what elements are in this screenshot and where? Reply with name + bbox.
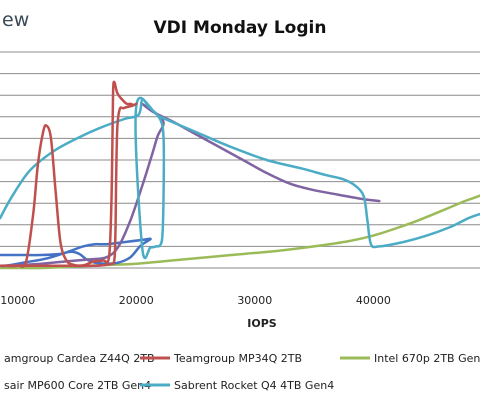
plot-area: 10000 20000 30000 40000 [0, 51, 480, 307]
x-axis-label: IOPS [247, 317, 277, 330]
x-tick-label: 30000 [237, 294, 272, 307]
series-line-1 [0, 80, 138, 268]
series-line-0 [0, 237, 152, 268]
series-line-3 [0, 102, 381, 268]
series-layer [0, 80, 480, 270]
gridlines [0, 51, 480, 247]
legend-label: sair MP600 Core 2TB Gen4 [4, 379, 151, 392]
x-tick-label: 40000 [356, 294, 391, 307]
legend-label: amgroup Cardea Z44Q 2TB [4, 352, 155, 365]
legend-label: Sabrent Rocket Q4 4TB Gen4 [174, 379, 334, 392]
series-line-4 [0, 96, 480, 260]
brand-fragment: ew [2, 9, 29, 31]
x-tick-labels: 10000 20000 30000 40000 [0, 294, 391, 307]
x-tick-label: 20000 [119, 294, 154, 307]
chart-title: VDI Monday Login [154, 18, 327, 38]
legend: amgroup Cardea Z44Q 2TB Teamgroup MP34Q 2… [4, 352, 480, 392]
legend-label: Intel 670p 2TB Gen3 [374, 352, 480, 365]
series-line-2 [0, 194, 480, 270]
legend-label: Teamgroup MP34Q 2TB [173, 352, 302, 365]
x-tick-label: 10000 [0, 294, 35, 307]
